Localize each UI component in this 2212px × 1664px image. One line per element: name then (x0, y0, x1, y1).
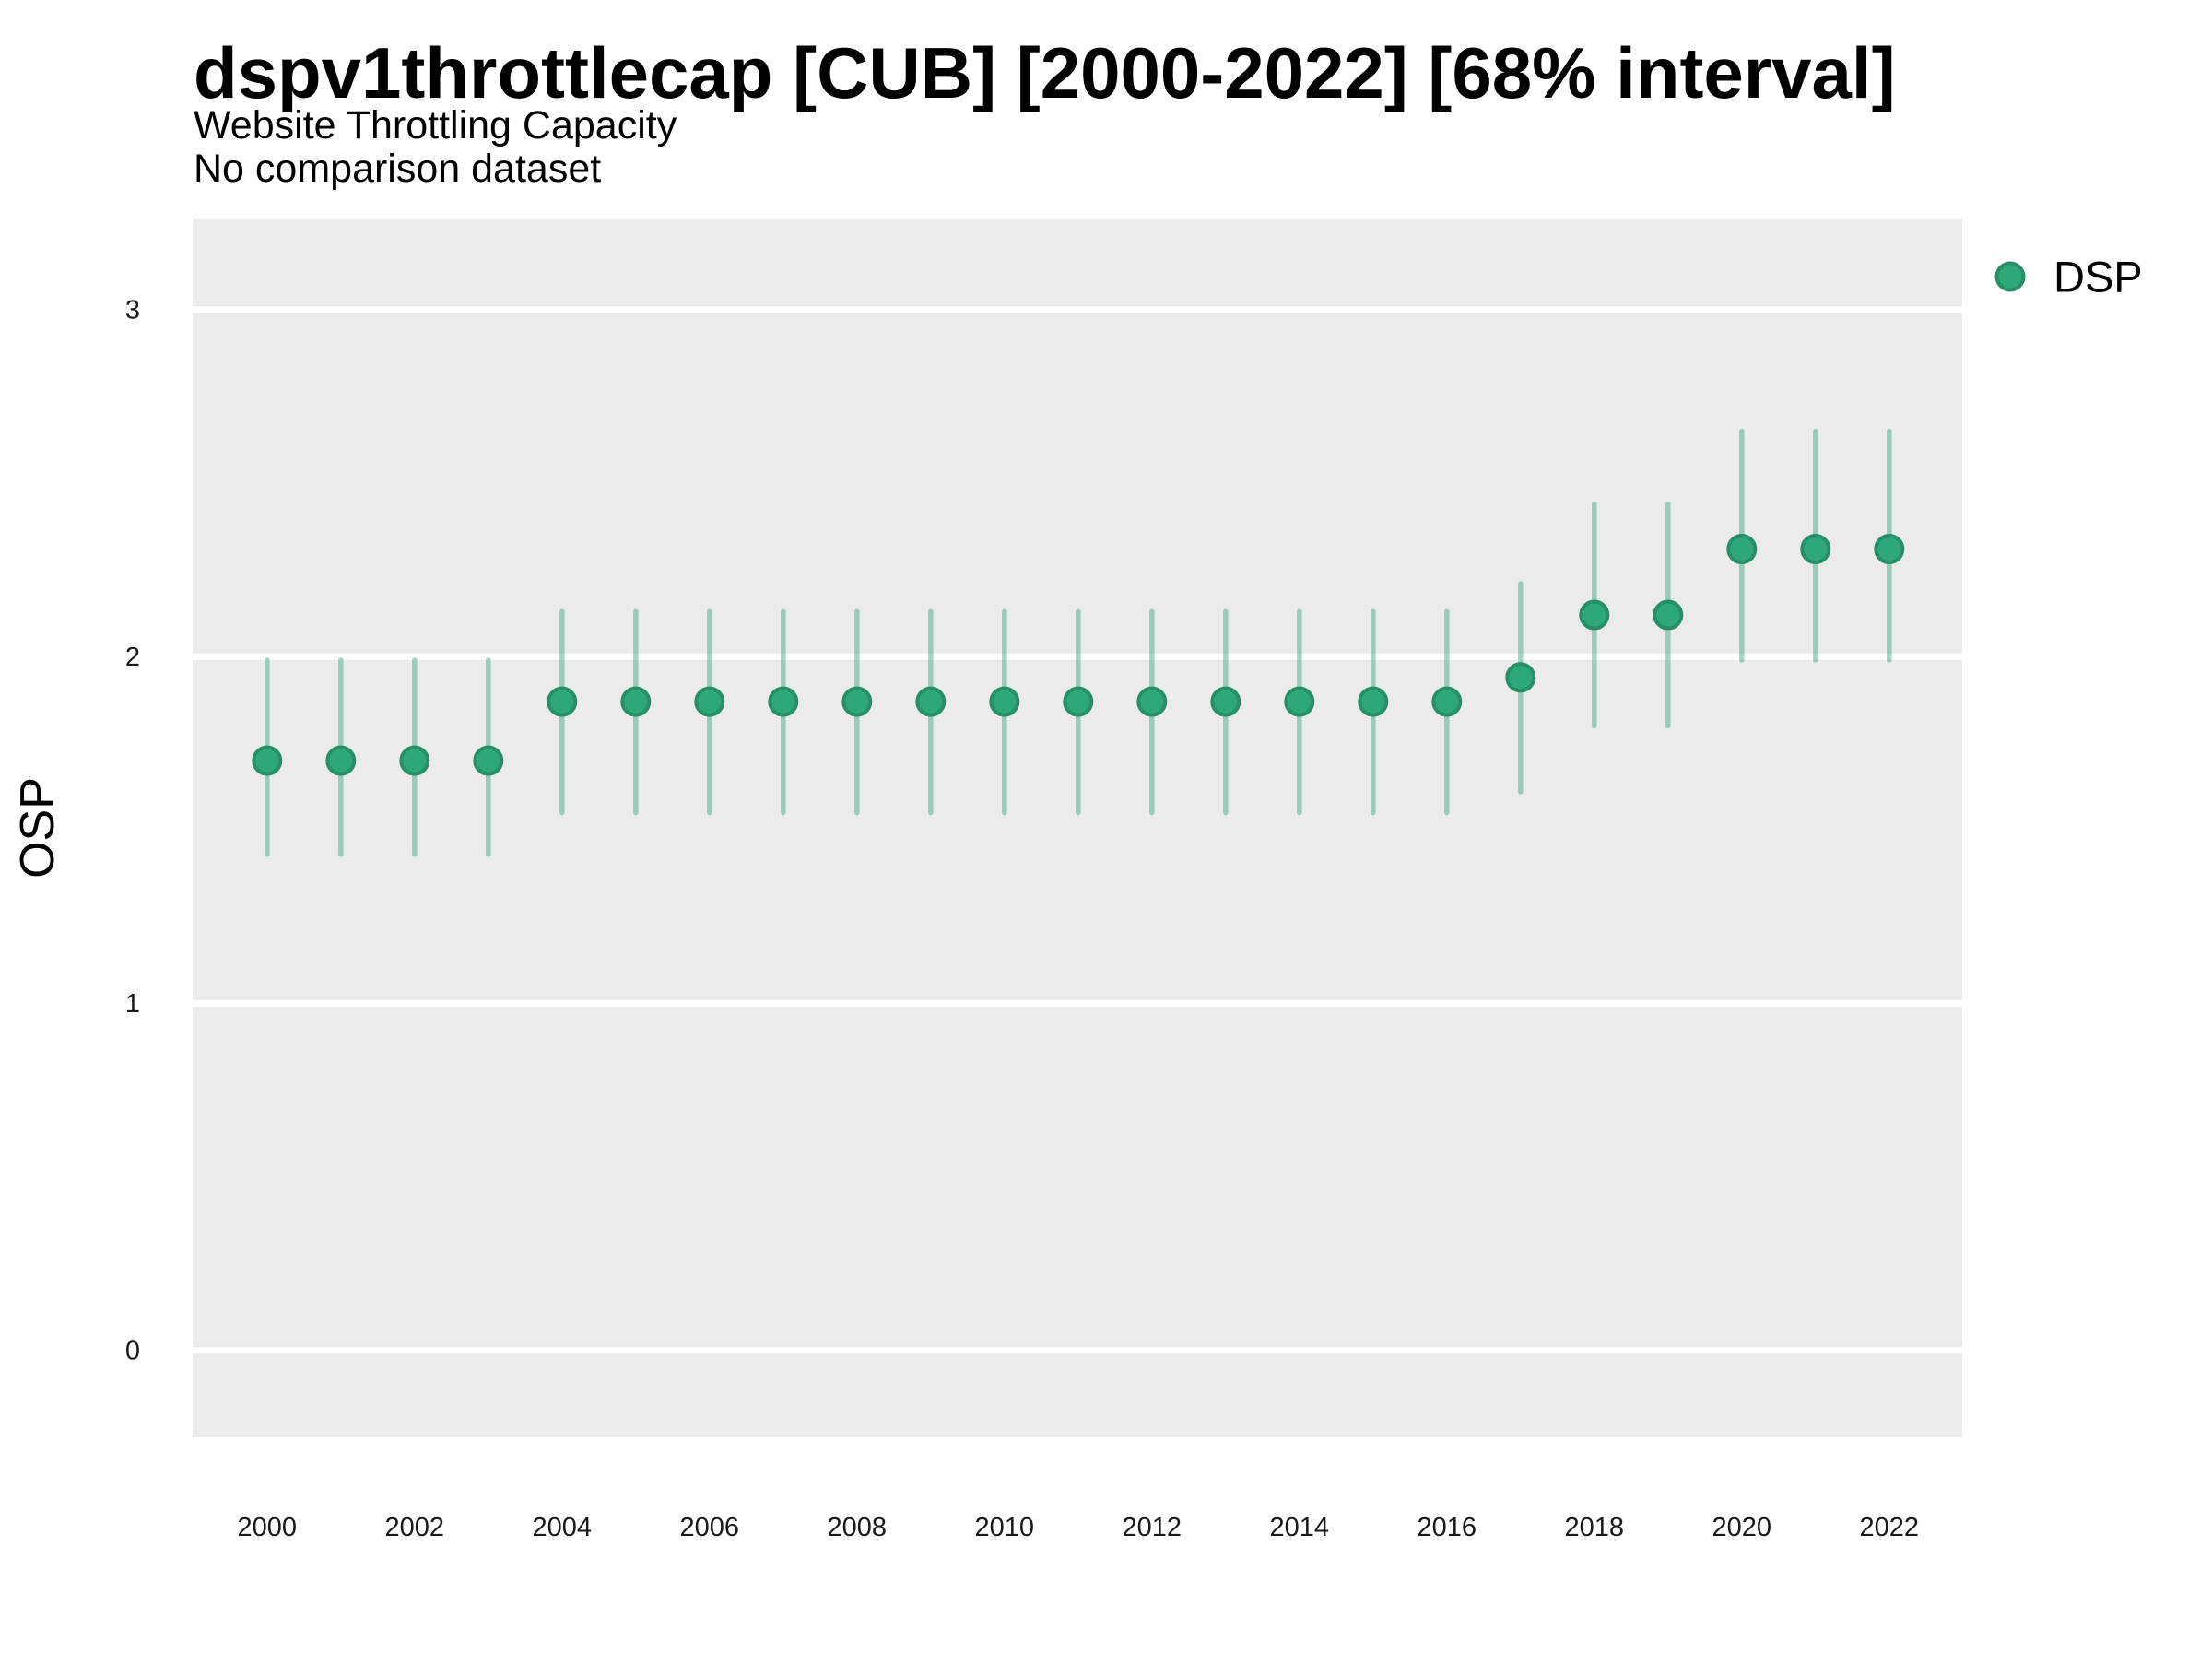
data-point-2020 (1726, 534, 1758, 565)
y-tick-label-2: 2 (125, 643, 140, 672)
x-tick-label-2012: 2012 (1123, 1513, 1182, 1542)
data-point-2007 (768, 686, 799, 717)
data-point-2003 (473, 745, 504, 776)
series-dsp (252, 428, 1905, 857)
y-tick-label-3: 3 (125, 295, 140, 325)
chart-title: dspv1throttlecap [CUB] [2000-2022] [68% … (194, 32, 1896, 113)
x-tick-label-2018: 2018 (1565, 1513, 1625, 1542)
x-tick-label-2016: 2016 (1418, 1513, 1477, 1542)
data-point-2022 (1874, 534, 1905, 565)
x-tick-label-2020: 2020 (1712, 1513, 1772, 1542)
gridlines (193, 306, 1962, 1354)
data-point-2016 (1431, 686, 1463, 717)
y-tick-label-0: 0 (125, 1336, 140, 1365)
x-tick-label-2014: 2014 (1270, 1513, 1330, 1542)
data-point-2002 (399, 745, 430, 776)
data-point-2001 (325, 745, 357, 776)
legend: DSP (1994, 252, 2143, 301)
x-tick-label-2004: 2004 (533, 1513, 593, 1542)
data-point-2021 (1800, 534, 1831, 565)
chart-subtitle: Website Throttling Capacity (194, 103, 677, 148)
data-point-2019 (1653, 599, 1684, 631)
data-point-2006 (694, 686, 725, 717)
y-tick-label-1: 1 (125, 989, 140, 1019)
data-point-2004 (547, 686, 578, 717)
x-tick-label-2000: 2000 (238, 1513, 298, 1542)
data-point-2000 (252, 745, 283, 776)
x-axis-tick-labels: 2000 2002 2004 2006 2008 2010 2012 2014 2016 2018… (238, 1513, 1920, 1542)
data-point-2011 (1063, 686, 1094, 717)
data-point-2005 (620, 686, 652, 717)
data-point-2015 (1358, 686, 1389, 717)
x-tick-label-2010: 2010 (975, 1513, 1035, 1542)
data-point-2012 (1136, 686, 1168, 717)
data-point-2018 (1579, 599, 1610, 631)
x-tick-label-2008: 2008 (828, 1513, 888, 1542)
x-tick-label-2002: 2002 (385, 1513, 445, 1542)
x-tick-label-2022: 2022 (1860, 1513, 1920, 1542)
chart-comparison-note: No comparison dataset (194, 147, 601, 191)
data-point-2008 (841, 686, 873, 717)
legend-marker-dsp (1994, 261, 2026, 292)
y-axis-title: OSP (11, 777, 65, 879)
plot-panel (193, 219, 1962, 1437)
x-tick-label-2006: 2006 (680, 1513, 740, 1542)
data-point-2013 (1210, 686, 1241, 717)
legend-label-dsp: DSP (2053, 252, 2143, 301)
data-point-2014 (1284, 686, 1315, 717)
data-point-2010 (989, 686, 1020, 717)
data-point-2017 (1505, 662, 1536, 693)
data-point-2009 (915, 686, 947, 717)
y-axis-tick-labels: 0 1 2 3 (125, 295, 140, 1365)
